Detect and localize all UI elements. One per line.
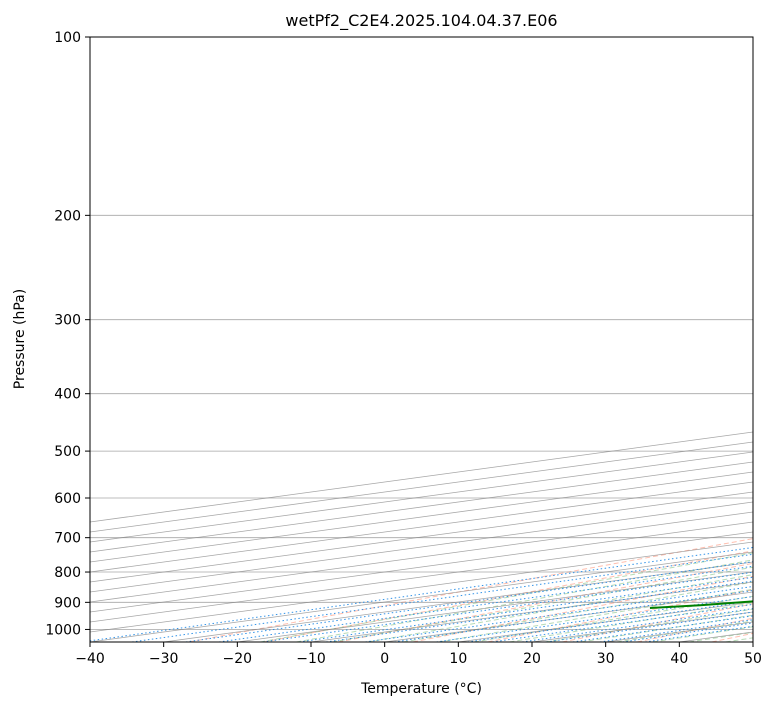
isotherm	[90, 501, 753, 593]
isotherm	[90, 511, 753, 603]
dry-adiabat	[263, 550, 753, 642]
y-tick-label: 600	[54, 491, 81, 507]
mixing-ratio-line	[492, 603, 753, 642]
mixing-ratio-line	[522, 608, 753, 642]
dewpoint-profile-line	[649, 600, 753, 609]
series-lines	[649, 600, 753, 609]
x-tick-label: 30	[597, 651, 615, 667]
y-tick-label: 700	[54, 531, 81, 547]
isotherm	[752, 641, 753, 642]
isotherm	[90, 461, 753, 553]
mixing-ratio-line	[131, 553, 753, 642]
isotherm	[90, 521, 753, 613]
x-tick-label: −30	[149, 651, 179, 667]
mixing-ratio-line	[185, 561, 753, 642]
y-tick-label: 500	[54, 444, 81, 460]
moist-adiabat	[509, 602, 753, 642]
moist-adiabat	[296, 559, 753, 642]
moist-adiabat	[332, 566, 753, 642]
isotherm	[90, 531, 753, 623]
background-lines	[90, 37, 753, 642]
x-tick-label: −10	[296, 651, 326, 667]
dry-adiabat	[711, 632, 753, 642]
y-tick-label: 900	[54, 595, 81, 611]
isotherm	[605, 621, 753, 642]
dry-adiabat	[562, 603, 753, 642]
isotherm	[531, 611, 753, 642]
isotherm	[90, 481, 753, 573]
y-tick-label: 400	[54, 387, 81, 403]
moist-adiabat	[473, 595, 753, 642]
x-tick-label: −20	[223, 651, 253, 667]
y-tick-label: 200	[54, 208, 81, 224]
isotherm	[90, 551, 753, 642]
y-axis-label: Pressure (hPa)	[12, 289, 28, 389]
x-tick-label: −40	[75, 651, 105, 667]
dry-adiabat	[412, 575, 753, 642]
mixing-ratio-line	[436, 596, 753, 642]
isotherm	[90, 541, 753, 633]
x-tick-label: 50	[744, 651, 762, 667]
x-tick-label: 40	[670, 651, 688, 667]
isotherm	[90, 471, 753, 563]
moist-adiabat	[544, 608, 753, 642]
moist-adiabat	[689, 631, 753, 642]
mixing-ratio-line	[546, 611, 753, 642]
y-tick-label: 300	[54, 313, 81, 329]
y-tick-label: 800	[54, 565, 81, 581]
moist-adiabat	[367, 574, 753, 642]
isotherm	[90, 451, 753, 543]
dry-adiabat	[636, 617, 753, 642]
y-tick-label: 1000	[45, 622, 81, 638]
moist-adiabat	[725, 637, 753, 642]
x-axis-label: Temperature (°C)	[360, 681, 482, 697]
isotherm	[384, 591, 753, 642]
isotherm	[90, 491, 753, 583]
dry-adiabat	[338, 562, 753, 642]
dry-adiabat	[487, 589, 753, 642]
mixing-ratio-line	[467, 600, 753, 642]
y-tick-label: 100	[54, 30, 81, 46]
axis-ticks: −40 −30 −20 −10 0 10 20 30 40 50 100 200 300 400 500 60…	[45, 30, 762, 667]
plot-frame	[89, 36, 754, 643]
x-tick-label: 20	[523, 651, 541, 667]
moist-adiabat	[260, 552, 753, 642]
mixing-ratio-line	[90, 546, 753, 642]
moist-adiabat	[438, 588, 753, 642]
x-tick-label: 10	[449, 651, 467, 667]
x-tick-label: 0	[380, 651, 389, 667]
isotherm	[679, 631, 753, 642]
isotherm	[310, 581, 753, 642]
chart-title: wetPf2_C2E4.2025.104.04.37.E06	[285, 11, 557, 31]
moist-adiabat	[652, 626, 753, 642]
